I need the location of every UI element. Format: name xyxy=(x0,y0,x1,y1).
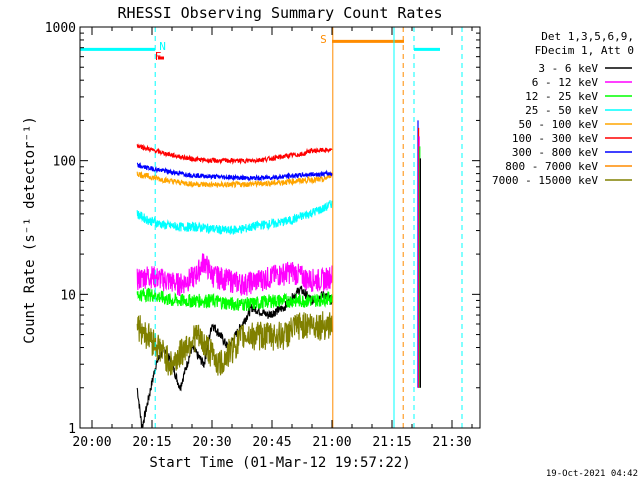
legend-entry-label: 3 - 6 keV xyxy=(538,62,598,75)
series-line-4 xyxy=(136,171,333,189)
series-line-8 xyxy=(136,311,333,376)
timestamp: 19-Oct-2021 04:42 xyxy=(546,469,638,479)
x-tick-label: 20:30 xyxy=(192,435,231,450)
y-axis-label: Count Rate (s⁻¹ detector⁻¹) xyxy=(22,116,38,344)
series-line-3 xyxy=(136,200,333,235)
chart-title: RHESSI Observing Summary Count Rates xyxy=(117,4,442,22)
x-tick-label: 20:15 xyxy=(132,435,171,450)
x-tick-label: 20:45 xyxy=(252,435,291,450)
series-line-1 xyxy=(136,253,333,297)
legend-entry-label: 7000 - 15000 keV xyxy=(492,174,598,187)
y-tick-label: 10 xyxy=(60,288,76,303)
x-tick-label: 21:00 xyxy=(312,435,351,450)
x-tick-label: 21:15 xyxy=(372,435,411,450)
legend-entry-label: 6 - 12 keV xyxy=(532,76,599,89)
legend-entry-label: 300 - 800 keV xyxy=(512,146,598,159)
marker-label-n: N xyxy=(159,40,166,53)
legend-entry-label: 12 - 25 keV xyxy=(525,90,598,103)
axes-layer: 1 10 100 1000 20:00 20:15 20:30 20:45 21:00 21:15… xyxy=(45,21,481,450)
x-tick-label: 21:30 xyxy=(432,435,471,450)
y-tick-label: 1000 xyxy=(45,21,76,36)
y-tick-label: 100 xyxy=(53,155,76,170)
series-layer xyxy=(80,39,440,429)
series-line-2 xyxy=(136,287,333,312)
legend-header-line: Det 1,3,5,6,9, xyxy=(541,30,634,43)
legend-layer: Det 1,3,5,6,9,FDecim 1, Att 0 3 - 6 keV6 … xyxy=(492,30,634,187)
plot-frame xyxy=(79,26,481,429)
legend-entry-label: 800 - 7000 keV xyxy=(505,160,598,173)
vertical-lines-layer: NF S xyxy=(79,27,463,428)
x-tick-label: 20:00 xyxy=(72,435,111,450)
legend-entry-label: 100 - 300 keV xyxy=(512,132,598,145)
legend-header-line: FDecim 1, Att 0 xyxy=(535,44,634,57)
marker-label-s: S xyxy=(320,33,327,46)
legend-entry-label: 50 - 100 keV xyxy=(519,118,599,131)
x-axis-label: Start Time (01-Mar-12 19:57:22) xyxy=(149,455,410,471)
series-line-6 xyxy=(136,162,333,182)
marker-label-f: F xyxy=(155,50,162,63)
legend-entry-label: 25 - 50 keV xyxy=(525,104,598,117)
y-tick-label: 1 xyxy=(68,422,76,437)
series-line-5 xyxy=(136,143,333,165)
